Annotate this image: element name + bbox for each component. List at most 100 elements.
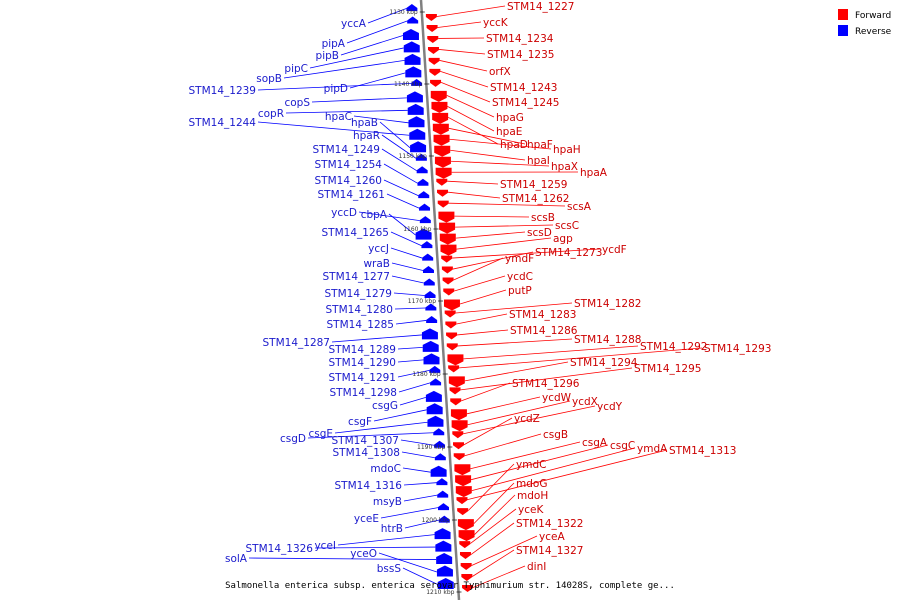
gene-label-reverse: STM14_1290 [329, 357, 396, 369]
gene-feature-forward [456, 497, 468, 505]
scale-tick-label: 1170 kbp [408, 298, 436, 305]
gene-feature-forward [440, 244, 457, 256]
scale-tick-label: 1140 kbp [394, 81, 422, 88]
gene-leader-line [464, 361, 569, 382]
gene-feature-forward [459, 552, 471, 560]
gene-feature-reverse [415, 228, 432, 240]
gene-label-forward: STM14_1283 [509, 309, 576, 321]
scale-tick-label: 1130 kbp [389, 9, 417, 16]
gene-label-reverse: msyB [373, 496, 402, 508]
gene-feature-reverse [406, 91, 423, 103]
scale-tick-label: 1160 kbp [403, 226, 431, 233]
gene-label-forward: yccK [483, 17, 509, 29]
gene-label-reverse: STM14_1244 [189, 117, 257, 129]
gene-label-reverse: csgD [280, 433, 306, 445]
gene-label-reverse: wraB [363, 258, 390, 270]
gene-feature-reverse [437, 578, 454, 589]
gene-feature-forward [448, 365, 460, 373]
gene-label-reverse: yceI [314, 540, 336, 552]
gene-label-reverse: STM14_1261 [318, 189, 385, 201]
gene-leader-line [454, 275, 506, 292]
gene-feature-reverse [430, 465, 447, 477]
gene-label-reverse: STM14_1249 [313, 144, 380, 156]
gene-leader-line [455, 231, 526, 239]
gene-label-reverse: STM14_1265 [322, 227, 389, 239]
gene-feature-forward [425, 14, 437, 21]
gene-label-forward: ycdW [542, 392, 572, 404]
gene-leader-line [447, 116, 499, 145]
gene-label-forward: ymdF [505, 253, 534, 265]
gene-feature-reverse [407, 16, 419, 24]
gene-feature-forward [461, 574, 473, 582]
gene-label-reverse: STM14_1277 [323, 271, 390, 283]
gene-feature-forward [439, 222, 456, 234]
scale-tick-label: 1200 kbp [422, 517, 450, 524]
gene-feature-reverse [422, 266, 434, 274]
gene-label-forward: csgA [582, 437, 608, 449]
gene-leader-line [283, 60, 405, 79]
gene-feature-forward [433, 134, 450, 146]
gene-label-forward: ycdX [572, 396, 598, 408]
gene-leader-line [367, 8, 407, 24]
gene-leader-line [391, 275, 424, 284]
gene-leader-line [337, 534, 435, 546]
gene-label-forward: csgC [610, 440, 635, 452]
gene-feature-reverse [407, 103, 424, 115]
genome-axis-layer [418, 0, 462, 600]
gene-feature-reverse [404, 53, 421, 65]
gene-feature-forward [442, 277, 454, 285]
gene-feature-forward [436, 178, 448, 186]
gene-label-reverse: STM14_1316 [335, 480, 403, 492]
gene-feature-forward [428, 57, 440, 65]
gene-leader-line [381, 148, 417, 172]
scale-tick-label: 1150 kbp [399, 153, 427, 160]
gene-features-layer [402, 4, 475, 592]
gene-feature-forward [445, 321, 457, 329]
gene-feature-forward [434, 145, 451, 157]
gene-label-reverse: STM14_1308 [333, 447, 400, 459]
gene-label-reverse: solA [225, 553, 248, 565]
gene-feature-forward [441, 266, 453, 274]
gene-label-forward: STM14_1295 [634, 363, 701, 375]
gene-label-reverse: STM14_1260 [315, 175, 382, 187]
gene-leader-line [383, 163, 418, 184]
gene-feature-reverse [422, 340, 439, 352]
gene-feature-forward [455, 486, 472, 498]
gene-leader-line [309, 47, 404, 69]
gene-leader-line [401, 451, 435, 459]
gene-label-forward: STM14_1259 [500, 179, 567, 191]
gene-leader-line [459, 289, 507, 305]
gene-leader-line [446, 95, 495, 118]
gene-label-reverse: hpaB [351, 117, 378, 129]
legend-reverse-label: Reverse [855, 27, 892, 37]
gene-feature-reverse [429, 365, 441, 373]
gene-leader-line [455, 302, 573, 314]
gene-feature-forward [450, 398, 462, 406]
gene-leader-line [257, 82, 412, 91]
gene-leader-line [334, 421, 428, 434]
gene-leader-line [452, 251, 534, 270]
gene-leader-line [464, 433, 542, 457]
gene-label-reverse: csgG [372, 400, 398, 412]
gene-feature-reverse [410, 141, 427, 153]
gene-leader-line [461, 382, 511, 402]
gene-feature-reverse [434, 528, 451, 540]
scale-ticks-layer: 1130 kbp 1140 kbp 1150 kbp 1160 kbp 1170 kbp… [389, 9, 462, 596]
gene-feature-reverse [423, 353, 440, 365]
gene-leader-line [448, 127, 526, 145]
gene-feature-forward [443, 288, 455, 296]
gene-feature-forward [432, 112, 449, 124]
gene-label-reverse: csgF [348, 416, 372, 428]
gene-leader-line [438, 49, 486, 55]
scale-tick-label: 1190 kbp [417, 444, 445, 451]
gene-leader-line [285, 109, 408, 114]
gene-feature-reverse [406, 4, 418, 11]
gene-label-forward: hpaI [527, 155, 550, 167]
gene-label-reverse: bssS [377, 563, 402, 575]
gene-feature-forward [460, 563, 472, 571]
gene-feature-forward [453, 442, 465, 450]
gene-leader-line [466, 396, 541, 415]
gene-leader-line [403, 494, 438, 502]
gene-leader-line [457, 329, 509, 336]
